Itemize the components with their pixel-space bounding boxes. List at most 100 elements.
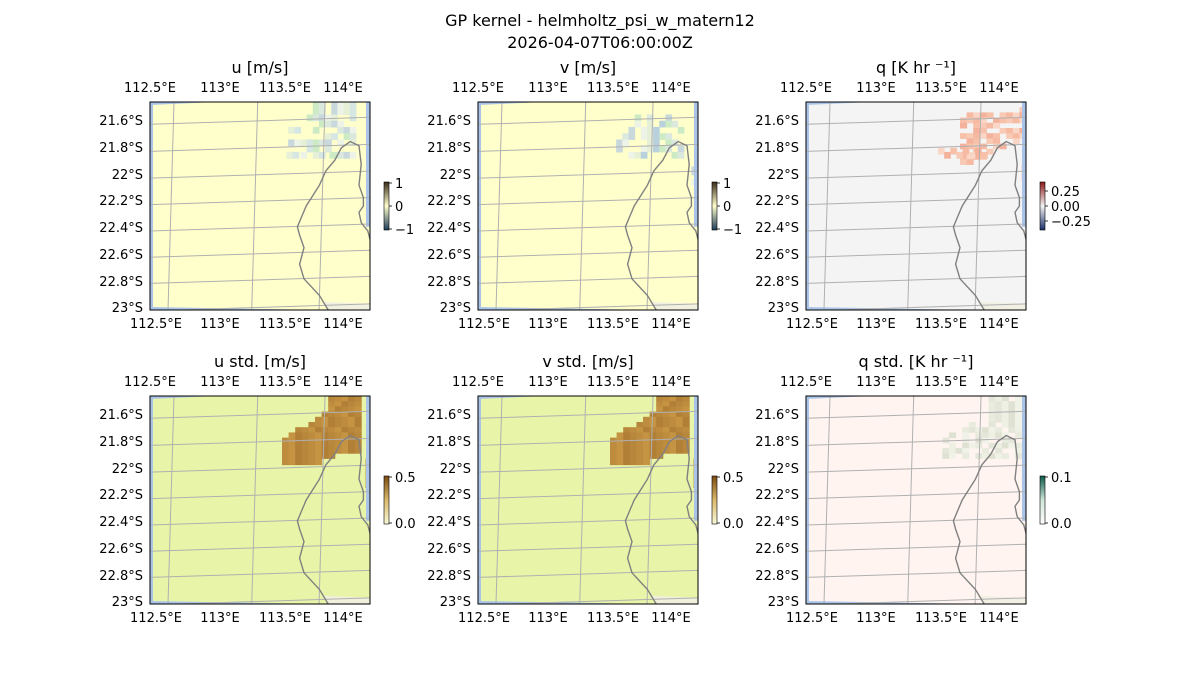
field-cell [318, 102, 326, 109]
lat-tick: 22.2°S [755, 194, 799, 209]
lat-tick: 23°S [440, 301, 471, 316]
field-cell [348, 406, 356, 413]
map-area [806, 396, 1026, 604]
field-cell [343, 108, 351, 115]
field-cell [1015, 432, 1023, 439]
field-cell [962, 453, 970, 459]
lon-tick-top: 113.5°E [915, 375, 967, 390]
field-cell [616, 458, 624, 466]
lon-tick-top: 112.5°E [780, 375, 832, 390]
field-cell [956, 151, 964, 159]
field-cell [942, 453, 950, 459]
field-cell [944, 151, 951, 159]
ocean-strip-left [150, 102, 153, 310]
field-cell [649, 416, 657, 423]
field-cell [962, 448, 970, 454]
colorbar-tick-label: 0 [723, 200, 731, 215]
lat-tick: 23°S [112, 595, 143, 610]
lon-tick-bottom: 114°E [323, 611, 363, 626]
field-cell [334, 448, 342, 454]
field-cell [960, 117, 968, 124]
field-cell [649, 437, 657, 444]
coastline [296, 140, 370, 310]
field-cell [292, 151, 300, 159]
lon-tick-top: 113°E [528, 81, 568, 96]
field-cell [1015, 406, 1023, 413]
meridian-line [495, 396, 503, 604]
field-cell [659, 145, 666, 153]
field-cell [348, 432, 356, 439]
field-cell [636, 453, 644, 459]
coastline [296, 434, 370, 604]
field-cell [643, 458, 651, 466]
lon-tick-top: 113.5°E [259, 81, 311, 96]
colorbar [1039, 475, 1046, 525]
field-cell [622, 139, 629, 147]
field-cell [321, 453, 329, 459]
field-cell [1015, 411, 1023, 418]
lon-tick-bottom: 112.5°E [130, 611, 182, 626]
field-cell [315, 453, 323, 459]
field-cell [337, 139, 345, 147]
lat-tick: 21.6°S [99, 408, 143, 423]
field-cell [643, 432, 651, 439]
field-cell [669, 422, 677, 428]
field-cell [671, 151, 679, 159]
field-cell [682, 432, 690, 439]
field-cell [649, 427, 657, 433]
land-patch [977, 595, 1026, 604]
field-cell [1008, 416, 1016, 423]
field-cell [634, 151, 642, 159]
field-cell [960, 154, 968, 160]
figure-subtitle: 2026-04-07T06:00:00Z [507, 33, 693, 52]
ocean-strip-top [806, 396, 872, 399]
field-cell [312, 145, 320, 153]
lon-tick-top: 112.5°E [452, 81, 504, 96]
lon-tick-bottom: 112.5°E [130, 317, 182, 332]
field-cell [656, 432, 664, 439]
lat-tick: 22.6°S [427, 248, 471, 263]
field-cell [995, 401, 1003, 407]
field-cell [348, 427, 356, 433]
colorbar-tick-label: 1 [395, 177, 403, 192]
field-cell [623, 432, 631, 439]
field-cell [341, 416, 349, 423]
lat-tick: 22.2°S [99, 488, 143, 503]
field-cell [982, 448, 990, 454]
lat-tick: 22.2°S [99, 194, 143, 209]
field-cell [995, 396, 1003, 402]
coastline [952, 140, 1026, 310]
field-cell [308, 422, 316, 428]
parallel-line [806, 410, 1026, 419]
field-cell [949, 442, 957, 449]
field-cell [628, 133, 636, 140]
parallel-line [806, 116, 1026, 125]
field-cell [354, 422, 362, 428]
colorbar [711, 181, 718, 231]
field-cell [979, 133, 987, 139]
field-cell [1015, 422, 1023, 428]
field-cell [341, 422, 349, 428]
parallel-line [150, 464, 370, 473]
field-cell [1001, 411, 1009, 418]
parallel-line [478, 517, 698, 526]
lat-tick: 23°S [112, 301, 143, 316]
ocean-strip-top [478, 102, 544, 105]
field-cell [938, 147, 945, 155]
field-cell [975, 432, 983, 439]
field-cell [979, 122, 987, 129]
field-cell [988, 401, 996, 407]
field-cell [682, 406, 690, 413]
field-cell [334, 396, 342, 402]
lat-tick: 22.8°S [427, 569, 471, 584]
lon-tick-top: 113.5°E [587, 375, 639, 390]
field-cell [321, 437, 329, 444]
field-cell [308, 427, 316, 433]
parallel-line [150, 517, 370, 526]
field-cell [328, 396, 336, 402]
field-cell [636, 427, 644, 433]
field-cell [1008, 411, 1016, 418]
lon-tick-bottom: 114°E [651, 611, 691, 626]
field-cell [1001, 422, 1009, 428]
parallel-line [478, 569, 698, 578]
